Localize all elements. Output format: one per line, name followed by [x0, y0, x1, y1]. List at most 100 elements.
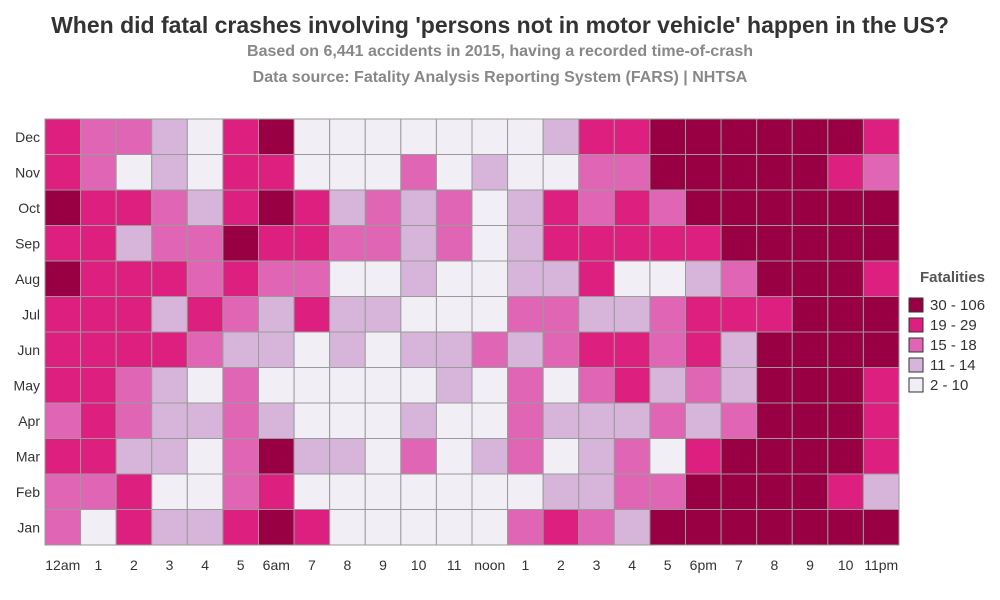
chart-source: Data source: Fatality Analysis Reporting… [252, 69, 748, 86]
heatmap-cell [685, 296, 722, 333]
heatmap-cell [756, 331, 793, 368]
heatmap-cell [507, 473, 544, 510]
heatmap-cell [542, 260, 580, 297]
heatmap-cell [435, 118, 473, 155]
heatmap-cell [542, 118, 580, 155]
heatmap-cell [80, 260, 117, 297]
heatmap-cell [791, 260, 829, 297]
heatmap-cell [613, 438, 651, 475]
heatmap-cell [791, 331, 829, 368]
heatmap-cell [613, 331, 651, 368]
heatmap-cell [542, 296, 580, 333]
heatmap-cell [222, 473, 260, 510]
heatmap-cell [827, 260, 864, 297]
heatmap-cell [151, 225, 188, 262]
heatmap-cell [791, 296, 829, 333]
heatmap-cell [435, 260, 473, 297]
heatmap-cell [364, 189, 402, 226]
heatmap-cell [720, 260, 758, 297]
heatmap-cell [471, 473, 509, 510]
heatmap-cell [364, 402, 402, 439]
heatmap-cell [862, 118, 900, 155]
y-tick-label: Dec [15, 129, 40, 145]
heatmap-cell [649, 260, 687, 297]
heatmap-cell [222, 438, 260, 475]
heatmap-cell [862, 438, 900, 475]
heatmap-cell [400, 367, 437, 404]
heatmap-cell [186, 296, 224, 333]
heatmap-cell [222, 189, 260, 226]
heatmap-cell [151, 367, 188, 404]
heatmap-cell [756, 118, 793, 155]
heatmap-cell [649, 154, 687, 191]
heatmap-cell [827, 473, 864, 510]
heatmap-cell [44, 438, 82, 475]
heatmap-cell [720, 225, 758, 262]
x-tick-label: 8 [344, 557, 352, 573]
heatmap-cell [186, 189, 224, 226]
heatmap-cell [862, 225, 900, 262]
x-tick-label: 10 [838, 557, 854, 573]
heatmap-cell [400, 260, 437, 297]
x-tick-label: 7 [308, 557, 316, 573]
heatmap-cell [649, 367, 687, 404]
heatmap-cell [258, 296, 295, 333]
heatmap-cell [578, 260, 615, 297]
legend-swatch [908, 317, 924, 333]
legend: Fatalities 30 - 106 19 - 29 15 - 18 11 - 14… [908, 269, 985, 394]
heatmap-cell [222, 367, 260, 404]
heatmap-cell [364, 331, 402, 368]
heatmap-cell [685, 402, 722, 439]
heatmap-cell [80, 225, 117, 262]
heatmap-cell [293, 296, 331, 333]
heatmap-cell [329, 331, 366, 368]
heatmap-cell [293, 225, 331, 262]
heatmap-cell [80, 296, 117, 333]
heatmap-cell [827, 225, 864, 262]
heatmap-cell [115, 438, 153, 475]
x-tick-label: 6am [263, 557, 290, 573]
x-tick-label: 12am [45, 557, 80, 573]
x-tick-label: 1 [521, 557, 529, 573]
x-tick-label: 2 [130, 557, 138, 573]
heatmap-cell [44, 189, 82, 226]
heatmap-cell [364, 296, 402, 333]
heatmap-cell [115, 296, 153, 333]
y-tick-label: Jul [22, 306, 40, 322]
heatmap-cell [44, 154, 82, 191]
heatmap-cell [471, 118, 509, 155]
y-tick-label: May [14, 377, 40, 393]
x-tick-label: 10 [411, 557, 427, 573]
heatmap-cell [222, 331, 260, 368]
heatmap-cell [791, 509, 829, 546]
heatmap-cell [827, 367, 864, 404]
heatmap-cell [258, 438, 295, 475]
heatmap-cell [435, 189, 473, 226]
heatmap-cell [293, 402, 331, 439]
heatmap-cell [435, 154, 473, 191]
heatmap-cell [471, 260, 509, 297]
y-tick-label: Jan [17, 519, 40, 535]
heatmap-cell [578, 509, 615, 546]
heatmap-cell [685, 189, 722, 226]
heatmap-cell [115, 473, 153, 510]
heatmap-cell [756, 509, 793, 546]
y-tick-label: Sep [15, 235, 40, 251]
heatmap-cell [151, 331, 188, 368]
chart-title: When did fatal crashes involving 'person… [51, 12, 949, 38]
heatmap-cell [80, 367, 117, 404]
heatmap-cell [720, 402, 758, 439]
heatmap-cell [471, 438, 509, 475]
heatmap-cell [578, 367, 615, 404]
heatmap-cell [862, 473, 900, 510]
heatmap-cell [222, 402, 260, 439]
heatmap-cell [827, 402, 864, 439]
heatmap-cell [791, 438, 829, 475]
heatmap-cell [862, 189, 900, 226]
heatmap-cell [542, 402, 580, 439]
heatmap-cell [613, 154, 651, 191]
plot-frame [44, 118, 900, 546]
heatmap-cell [471, 509, 509, 546]
x-tick-label: 4 [628, 557, 636, 573]
